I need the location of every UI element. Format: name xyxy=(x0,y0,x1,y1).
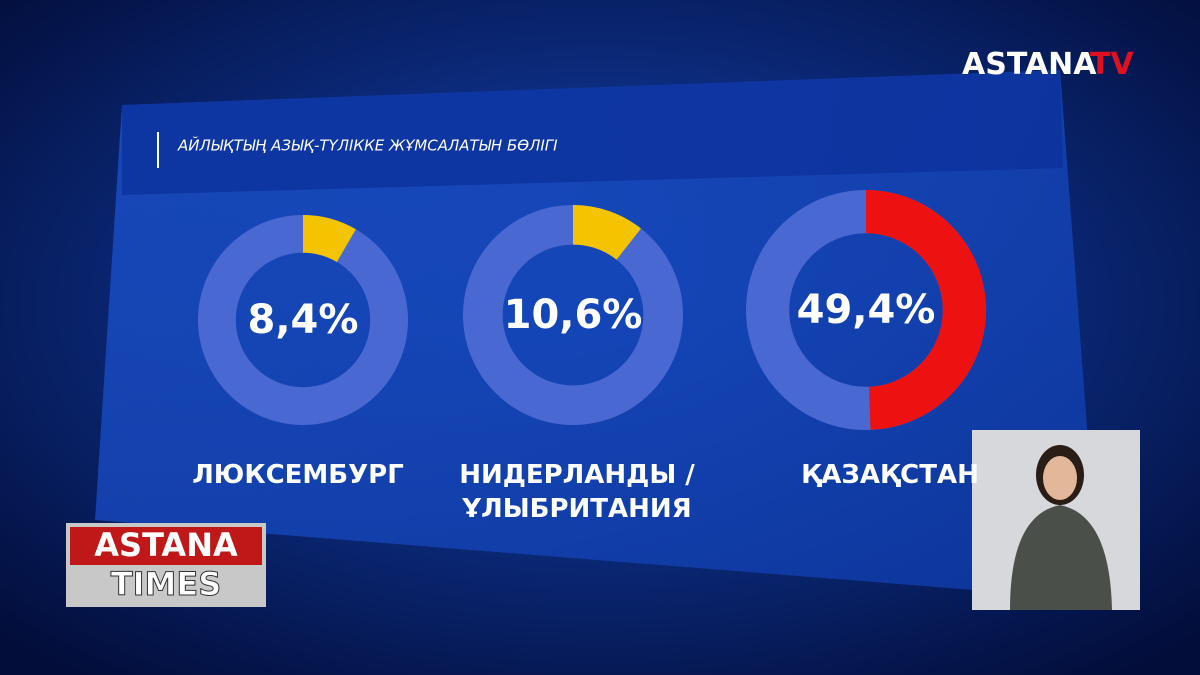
program-line1: ASTANA xyxy=(94,526,238,564)
panel-header xyxy=(122,70,1063,195)
category-label: ЛЮКСЕМБУРГ xyxy=(192,460,404,490)
interpreter xyxy=(972,430,1140,610)
logo-name: ASTANA xyxy=(962,47,1097,82)
donut-segment xyxy=(865,190,986,430)
category-label: НИДЕРЛАНДЫ / ҰЛЫБРИТАНИЯ xyxy=(459,460,695,524)
badge-top xyxy=(70,527,262,565)
body xyxy=(1010,505,1112,610)
chart-title: АЙЛЫҚТЫҢ АЗЫҚ-ТҮЛІККЕ ЖҰМСАЛАТЫН БӨЛІГІ xyxy=(177,136,558,155)
value-label: 10,6% xyxy=(504,292,643,338)
program-badge: ASTANA TIMES xyxy=(66,523,266,607)
face xyxy=(1043,456,1077,500)
category-label: ҚАЗАҚСТАН xyxy=(801,460,979,490)
logo: ASTANA TV xyxy=(962,47,1134,82)
logo-suffix: TV xyxy=(1090,47,1134,82)
donut-segment xyxy=(572,205,641,261)
value-label: 8,4% xyxy=(248,297,359,343)
value-label: 49,4% xyxy=(797,287,936,333)
donut-segment xyxy=(302,215,356,263)
program-line2: TIMES xyxy=(111,565,221,603)
